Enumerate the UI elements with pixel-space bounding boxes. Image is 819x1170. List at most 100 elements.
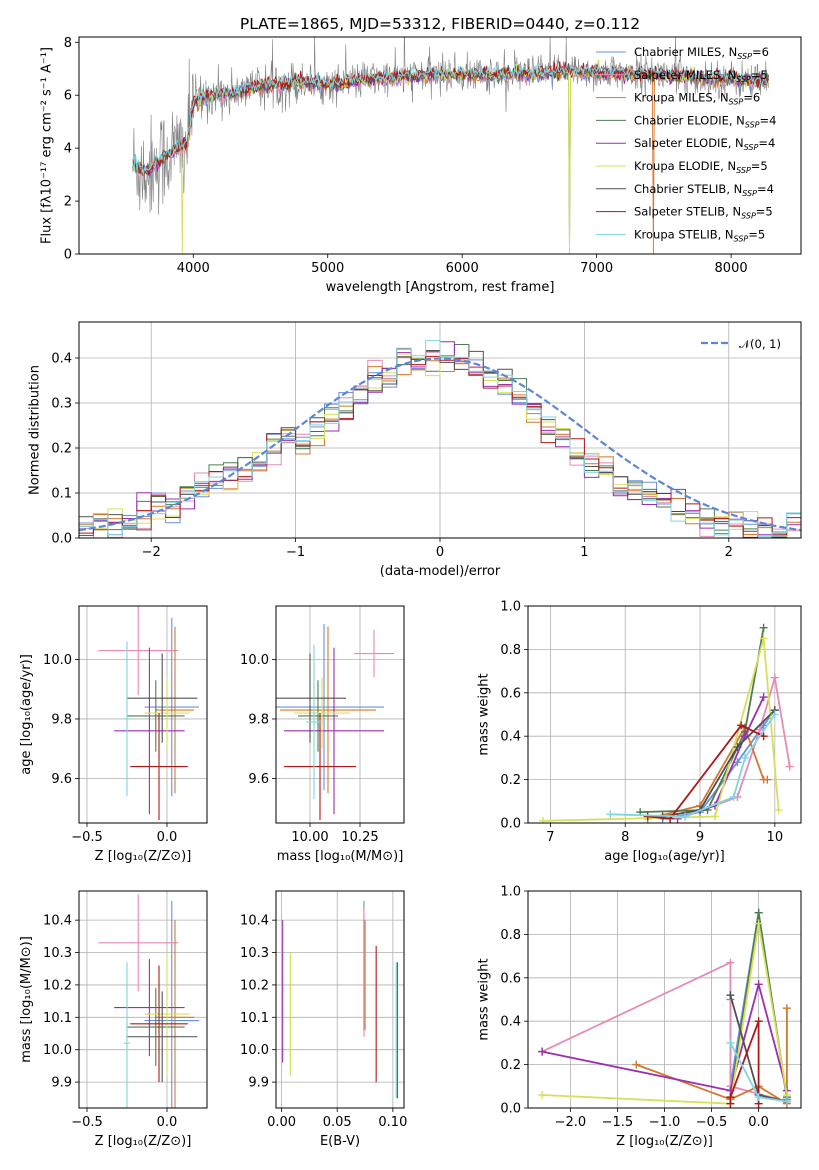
legend-entry: Chabrier ELODIE, NSSP=4 (634, 113, 776, 129)
panel-weight-vs-age: 7 8 9 10 0.0 0.2 0.4 0.6 0.8 1.0 age [log₁₀(age/yr… (476, 600, 802, 864)
y-tick-label: 0.3 (51, 397, 72, 412)
plot-area-weight-vs-Z (538, 908, 791, 1108)
y-tick-label: 2 (64, 195, 72, 210)
y-tick-label: 0.6 (500, 971, 521, 986)
y-tick-label: 0.0 (51, 532, 72, 547)
y-tick-label: 4 (64, 142, 72, 157)
errorbar-kroupa-stelib (306, 644, 322, 800)
weight-marker (754, 1017, 763, 1026)
y-tick-label: 0.4 (51, 352, 72, 367)
gaussian-curve (79, 357, 801, 532)
weight-marker (782, 1004, 791, 1013)
x-tick-label: 5000 (311, 261, 344, 276)
x-axis-label: E(B-V) (320, 1134, 360, 1149)
legend-entry: Salpeter MILES, NSSP=5 (634, 68, 768, 84)
errorbar-chabrier-elodie (127, 680, 185, 752)
y-tick-label: 10.3 (240, 946, 269, 961)
errorbar-salpeter-elodie (114, 959, 185, 1057)
weight-marker (733, 758, 742, 767)
errorbar-salpeter-miles (98, 606, 179, 696)
weight-marker (726, 1038, 735, 1047)
y-tick-label: 9.9 (248, 1076, 269, 1091)
x-tick-label: 9 (696, 830, 704, 845)
errorbar-chabrier-miles (276, 623, 384, 791)
y-axis-label: Flux [fλ10⁻¹⁷ erg cm⁻² s⁻¹ A⁻¹] (40, 47, 55, 244)
y-tick-label: 0.8 (500, 928, 521, 943)
weight-marker (710, 812, 719, 821)
x-tick-label: −1.5 (602, 1115, 634, 1130)
y-tick-label: 9.6 (51, 772, 72, 787)
errorbar-salpeter-miles (98, 894, 179, 992)
x-axis-label: Z [log₁₀(Z/Z⊙)] (616, 1134, 713, 1149)
plot-area-age-vs-Z (98, 606, 199, 821)
weight-line-chabrier-elodie (640, 627, 765, 813)
x-tick-label: −1 (286, 545, 305, 560)
errorbar-salpeter-stelib (284, 713, 356, 821)
x-tick-label: 0.0 (748, 1115, 769, 1130)
errorbar-salpeter-miles (354, 629, 394, 678)
y-tick-label: 10.0 (43, 1043, 72, 1058)
figure-title: PLATE=1865, MJD=53312, FIBERID=0440, z=0… (240, 15, 640, 33)
histogram-kroupa-elodie (79, 353, 801, 538)
axes-frame (78, 890, 208, 1109)
weight-marker (759, 623, 768, 632)
weight-marker (681, 812, 690, 821)
y-tick-label: 0.8 (500, 643, 521, 658)
y-tick-label: 6 (64, 89, 72, 104)
errorbar-chabrier-miles (144, 900, 199, 1108)
histogram-kroupa-stelib (79, 340, 801, 537)
errorbar-kroupa-miles (280, 626, 376, 794)
legend-entry: Salpeter STELIB, NSSP=5 (634, 205, 773, 221)
y-tick-label: 0.6 (500, 686, 521, 701)
grid-mass-vs-Z (79, 891, 207, 1108)
y-tick-label: 1.0 (500, 885, 521, 900)
y-axis-label: age [log₁₀(age/yr)] (19, 654, 34, 775)
y-tick-label: 10.3 (43, 946, 72, 961)
y-tick-label: 9.8 (248, 712, 269, 727)
axes-frame (78, 36, 802, 255)
y-tick-label: 10.2 (240, 978, 269, 993)
y-tick-label: 10.4 (240, 914, 269, 929)
plot-area-mass-vs-EBV (282, 900, 398, 1099)
x-axis-label: age [log₁₀(age/yr)] (604, 849, 725, 864)
x-axis-label: (data-model)/error (380, 564, 501, 579)
weight-marker (770, 673, 779, 682)
y-tick-label: 8 (64, 36, 72, 51)
weight-marker (729, 792, 738, 801)
weight-marker (759, 693, 768, 702)
panel-spectrum: 4000 5000 6000 7000 8000 0 2 4 6 8 wavelength [Ang… (40, 36, 802, 295)
y-tick-label: 0 (64, 248, 72, 263)
errorbar-kroupa-stelib (123, 641, 131, 797)
weight-marker (538, 1090, 547, 1099)
errorbar-chabrier-elodie (298, 680, 338, 752)
y-tick-label: 9.8 (51, 712, 72, 727)
plot-area-weight-vs-age (538, 623, 794, 823)
panel-residuals: −2 −1 0 1 2 0.0 0.1 0.2 0.3 0.4 (data-model)/error… (27, 321, 802, 579)
weight-line-salpeter-stelib (647, 724, 764, 820)
y-tick-label: 0.2 (500, 773, 521, 788)
plot-area-spectrum (132, 37, 769, 254)
errorbar-salpeter-elodie (284, 647, 384, 815)
weight-marker (759, 634, 768, 643)
x-tick-label: 10.25 (341, 830, 378, 845)
y-tick-label: 10.0 (43, 653, 72, 668)
errorbar-kroupa-stelib (123, 962, 131, 1108)
legend-entry: Kroupa ELODIE, NSSP=5 (634, 159, 768, 175)
weight-marker (754, 908, 763, 917)
weight-line-chabrier-stelib (662, 709, 776, 818)
x-tick-label: 0.0 (157, 830, 178, 845)
x-tick-label: 0.05 (323, 1115, 352, 1130)
panel-age-vs-mass: 10.00 10.25 9.6 9.8 10.0 mass [log₁₀(M/M⊙)] (240, 605, 405, 864)
y-tick-label: 0.0 (500, 817, 521, 832)
plot-area-residuals (79, 340, 801, 538)
x-tick-label: 1 (580, 545, 588, 560)
axes-frame (527, 605, 802, 824)
errorbar-chabrier-elodie (127, 988, 185, 1066)
weight-marker (782, 1097, 791, 1106)
y-tick-label: 10.1 (240, 1011, 269, 1026)
x-tick-label: 0 (436, 545, 444, 560)
x-tick-label: 10 (767, 830, 784, 845)
grid-mass-vs-EBV (276, 891, 404, 1108)
weight-marker (785, 762, 794, 771)
y-tick-label: 10.4 (43, 914, 72, 929)
